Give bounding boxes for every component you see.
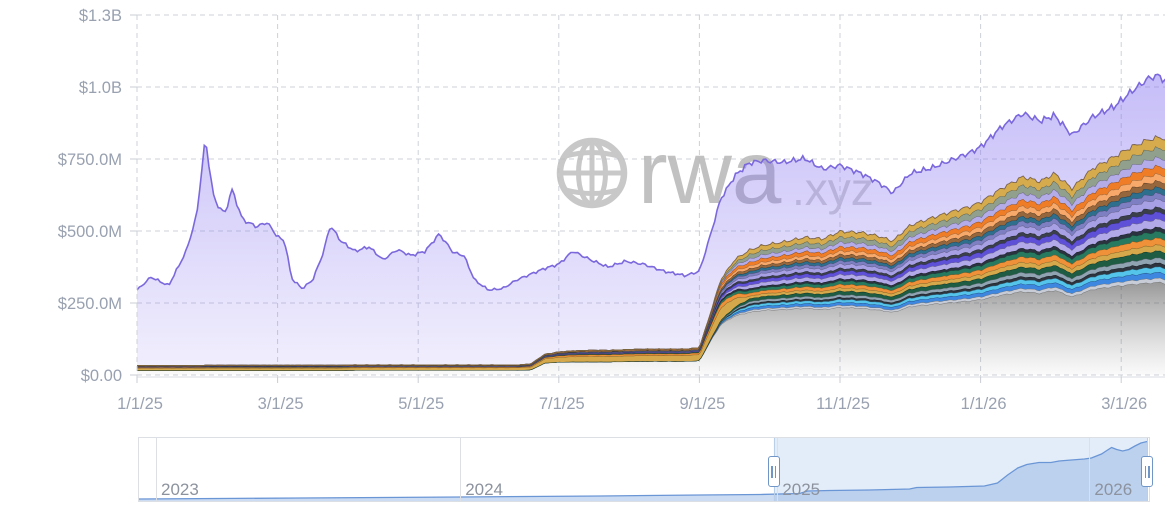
x-tick-label: 11/1/25 bbox=[816, 395, 870, 413]
year-separator bbox=[156, 438, 157, 501]
navigator-area bbox=[139, 441, 1147, 501]
x-tick-label: 9/1/25 bbox=[679, 395, 725, 413]
plot-area: rwa .xyz $0.00$250.0M$500.0M$750.0M$1.0B… bbox=[58, 7, 1165, 413]
year-separator bbox=[460, 438, 462, 501]
year-label-2025: 2025 bbox=[782, 480, 821, 499]
top-purple-band-edge bbox=[136, 73, 1165, 292]
x-tick-label: 7/1/25 bbox=[539, 395, 585, 413]
bottom-gray-band bbox=[137, 281, 1165, 375]
year-label-2024: 2024 bbox=[465, 480, 504, 499]
y-tick-label: $250.0M bbox=[58, 295, 122, 313]
x-tick-label: 3/1/25 bbox=[258, 395, 304, 413]
year-label-2026: 2026 bbox=[1094, 480, 1133, 499]
y-tick-label: $0.00 bbox=[81, 367, 122, 385]
brush-handle-left[interactable] bbox=[767, 456, 780, 487]
handle-grip-bar bbox=[774, 465, 777, 478]
x-tick-label: 1/1/26 bbox=[961, 395, 1007, 413]
brush-handle-right[interactable] bbox=[1141, 456, 1153, 487]
handle-grip-bar bbox=[1148, 465, 1150, 478]
handle-grip-bar bbox=[771, 465, 773, 478]
y-tick-label: $1.0B bbox=[79, 79, 122, 97]
x-tick-label: 3/1/26 bbox=[1101, 395, 1147, 413]
axes: $0.00 $250.0M $500.0M $750.0M $1.0B $1.3B 1/1/… bbox=[58, 7, 1165, 413]
year-separator bbox=[1089, 438, 1091, 501]
x-tick-label: 1/1/25 bbox=[117, 395, 163, 413]
y-tick-label: $1.3B bbox=[79, 7, 122, 25]
y-tick-label: $750.0M bbox=[58, 151, 122, 169]
x-tick-label: 5/1/25 bbox=[398, 395, 444, 413]
navigator-minichart bbox=[139, 438, 1148, 501]
handle-grip-bar bbox=[1144, 465, 1146, 478]
year-label-2023: 2023 bbox=[161, 480, 199, 499]
globe-icon bbox=[556, 137, 628, 209]
timeline-navigator[interactable]: 2023 2024 2025 2026 bbox=[138, 437, 1153, 502]
top-purple-band bbox=[137, 74, 1165, 366]
stacked-series bbox=[136, 73, 1165, 375]
navigator-line bbox=[139, 440, 1148, 500]
y-tick-label: $500.0M bbox=[58, 223, 122, 241]
